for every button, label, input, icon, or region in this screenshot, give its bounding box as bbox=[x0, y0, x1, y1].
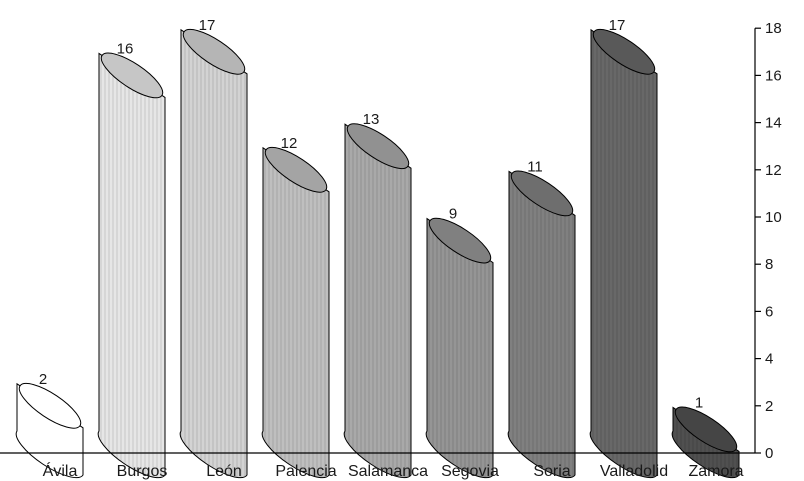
bar bbox=[507, 170, 576, 479]
y-tick-label: 6 bbox=[765, 303, 773, 320]
bar-top bbox=[346, 123, 410, 170]
y-tick-label: 8 bbox=[765, 256, 773, 273]
bar bbox=[97, 52, 166, 479]
bar-stripes bbox=[508, 171, 575, 478]
bar-top bbox=[18, 382, 82, 429]
y-tick-label: 16 bbox=[765, 67, 782, 84]
bar-stripes bbox=[590, 29, 657, 478]
value-labels-group: 2 16 17 12 13 9 11 17 1 bbox=[39, 17, 703, 412]
y-tick-label: 10 bbox=[765, 209, 782, 226]
y-tick-label: 12 bbox=[765, 162, 782, 179]
bar-top bbox=[510, 170, 574, 217]
bar bbox=[179, 28, 248, 479]
x-axis-labels: Ávila Burgos León Palencia Salamanca Segovia S… bbox=[43, 461, 744, 480]
value-label: 1 bbox=[695, 394, 703, 411]
y-axis: 0 2 4 6 8 10 12 14 16 18 bbox=[754, 20, 782, 462]
y-tick-label: 18 bbox=[765, 20, 782, 37]
bar bbox=[671, 406, 740, 479]
bar-stripes bbox=[262, 147, 329, 478]
bar-stripes bbox=[180, 29, 247, 478]
bar-top bbox=[264, 146, 328, 193]
value-label: 13 bbox=[363, 111, 380, 128]
bar bbox=[261, 146, 330, 479]
bar bbox=[425, 217, 494, 479]
y-tick-label: 14 bbox=[765, 115, 782, 132]
y-tick-label: 2 bbox=[765, 398, 773, 415]
bar bbox=[589, 28, 658, 479]
bar-top bbox=[428, 217, 492, 264]
bar-top bbox=[100, 52, 164, 99]
bar-stripes bbox=[344, 124, 411, 478]
bar-stripes bbox=[98, 53, 165, 478]
bar-top bbox=[674, 406, 738, 453]
bar bbox=[343, 123, 412, 479]
category-label: Salamanca bbox=[348, 463, 428, 480]
y-tick-label: 0 bbox=[765, 445, 773, 462]
bar bbox=[15, 382, 84, 479]
value-label: 9 bbox=[449, 206, 457, 223]
category-label: Soria bbox=[533, 463, 570, 480]
value-label: 17 bbox=[609, 17, 626, 34]
category-label: Palencia bbox=[275, 463, 336, 480]
category-label: Ávila bbox=[43, 461, 78, 480]
y-tick-label: 4 bbox=[765, 351, 773, 368]
value-label: 16 bbox=[117, 40, 134, 57]
bar-stripes bbox=[426, 218, 493, 478]
value-label: 12 bbox=[281, 135, 298, 152]
category-label: Valladolid bbox=[600, 463, 668, 480]
bar-top bbox=[182, 28, 246, 75]
value-label: 2 bbox=[39, 371, 47, 388]
value-label: 11 bbox=[527, 158, 543, 175]
category-label: Burgos bbox=[117, 463, 168, 480]
category-label: Segovia bbox=[441, 463, 499, 480]
value-label: 17 bbox=[199, 17, 216, 34]
bars-group bbox=[15, 28, 740, 479]
category-label: León bbox=[206, 463, 242, 480]
bar-top bbox=[592, 28, 656, 75]
category-label: Zamora bbox=[688, 463, 743, 480]
